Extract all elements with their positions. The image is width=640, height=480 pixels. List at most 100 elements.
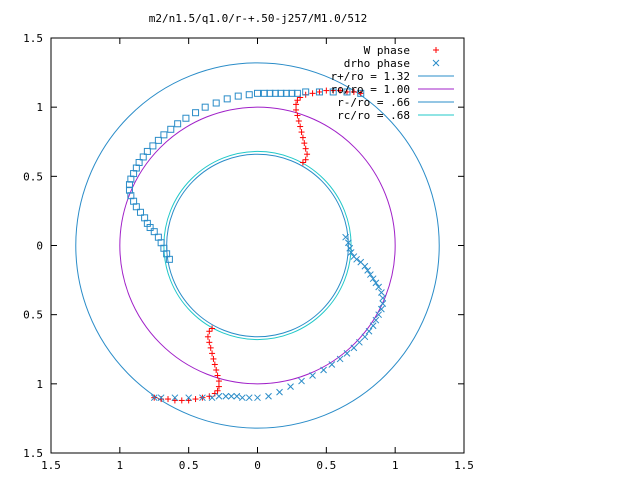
marker-stroke <box>287 383 294 390</box>
data-point <box>213 367 220 373</box>
data-point <box>353 255 360 263</box>
data-point <box>379 294 387 302</box>
marker-stroke <box>361 262 369 270</box>
data-point <box>135 159 143 166</box>
data-point <box>174 120 182 128</box>
data-point <box>287 383 294 390</box>
legend-marker <box>433 47 439 53</box>
data-point <box>379 300 387 307</box>
data-point <box>206 328 213 335</box>
data-point <box>215 383 222 390</box>
data-point <box>139 153 147 161</box>
y-tick-label: 1.5 <box>23 447 43 460</box>
data-point <box>361 333 369 341</box>
marker-stroke <box>364 267 371 274</box>
circle-line <box>119 106 396 385</box>
data-point <box>165 396 172 403</box>
data-point <box>157 394 165 402</box>
data-point <box>316 88 323 95</box>
data-point <box>347 249 355 256</box>
marker-stroke <box>185 394 193 402</box>
marker-stroke <box>342 233 349 241</box>
data-point <box>293 101 300 108</box>
marker-stroke <box>375 283 383 291</box>
x-tick-label: 1 <box>392 459 399 472</box>
x-tick-label: 0 <box>254 459 261 472</box>
legend-label: W phase <box>364 44 410 57</box>
data-point <box>375 283 383 291</box>
data-point <box>192 396 199 403</box>
legend-label: r-/ro = .66 <box>337 96 410 109</box>
data-point <box>185 397 192 404</box>
data-point <box>378 305 385 313</box>
marker-stroke <box>227 392 235 400</box>
data-point <box>227 392 235 400</box>
marker-stroke <box>356 338 363 346</box>
legend-label: rc/ro = .68 <box>337 109 410 122</box>
data-point <box>207 344 214 351</box>
data-point <box>204 333 211 340</box>
y-tick-label: 1.5 <box>23 32 43 45</box>
data-point <box>265 392 272 400</box>
marker-stroke <box>276 388 283 396</box>
marker-stroke <box>336 355 344 363</box>
data-point <box>171 394 179 402</box>
data-point <box>222 392 230 400</box>
data-point <box>245 394 253 402</box>
marker-stroke <box>365 327 373 335</box>
marker-stroke <box>372 279 380 287</box>
data-point <box>372 316 380 324</box>
data-point <box>337 87 344 94</box>
marker-stroke <box>233 392 241 400</box>
y-tick-label: 0.5 <box>23 170 43 183</box>
marker-stroke <box>379 300 387 307</box>
data-point <box>171 397 178 404</box>
marker-stroke <box>265 392 272 400</box>
marker-stroke <box>369 275 377 283</box>
data-point <box>141 214 149 222</box>
data-point <box>350 88 357 95</box>
data-point <box>304 151 311 158</box>
data-point <box>293 106 300 113</box>
data-point <box>342 233 349 241</box>
data-point <box>276 388 283 396</box>
marker-stroke <box>157 394 165 402</box>
data-point <box>329 88 337 96</box>
data-point <box>215 378 222 385</box>
marker-stroke <box>367 271 374 278</box>
legend-marker <box>432 59 440 67</box>
data-point <box>343 350 351 357</box>
data-point <box>309 90 316 97</box>
data-point <box>215 392 223 400</box>
data-point <box>150 228 158 236</box>
data-point <box>178 397 185 404</box>
marker-stroke <box>345 239 352 247</box>
data-point <box>182 114 190 122</box>
y-tick-label: 0 <box>36 240 43 253</box>
data-point <box>136 208 144 216</box>
data-point <box>328 361 336 368</box>
marker-stroke <box>328 361 336 368</box>
marker-stroke <box>347 249 355 256</box>
data-point <box>167 125 175 133</box>
data-point <box>185 394 193 402</box>
axes: 1.5 1 0.5 0 0.5 1 1.51.510.500.511.5 <box>23 32 474 472</box>
data-point <box>336 355 344 363</box>
data-point <box>361 262 369 270</box>
marker-stroke <box>239 394 246 402</box>
data-point <box>160 131 168 139</box>
data-point <box>233 392 241 400</box>
data-point <box>154 233 162 241</box>
circle-line <box>166 153 349 338</box>
marker-stroke <box>372 316 380 324</box>
marker-stroke <box>245 394 253 402</box>
x-tick-label: 0.5 <box>179 459 199 472</box>
series <box>125 87 387 404</box>
data-point <box>365 327 373 335</box>
data-point <box>206 339 213 346</box>
data-point <box>294 112 301 119</box>
marker-stroke <box>375 311 383 319</box>
data-point <box>239 394 246 402</box>
